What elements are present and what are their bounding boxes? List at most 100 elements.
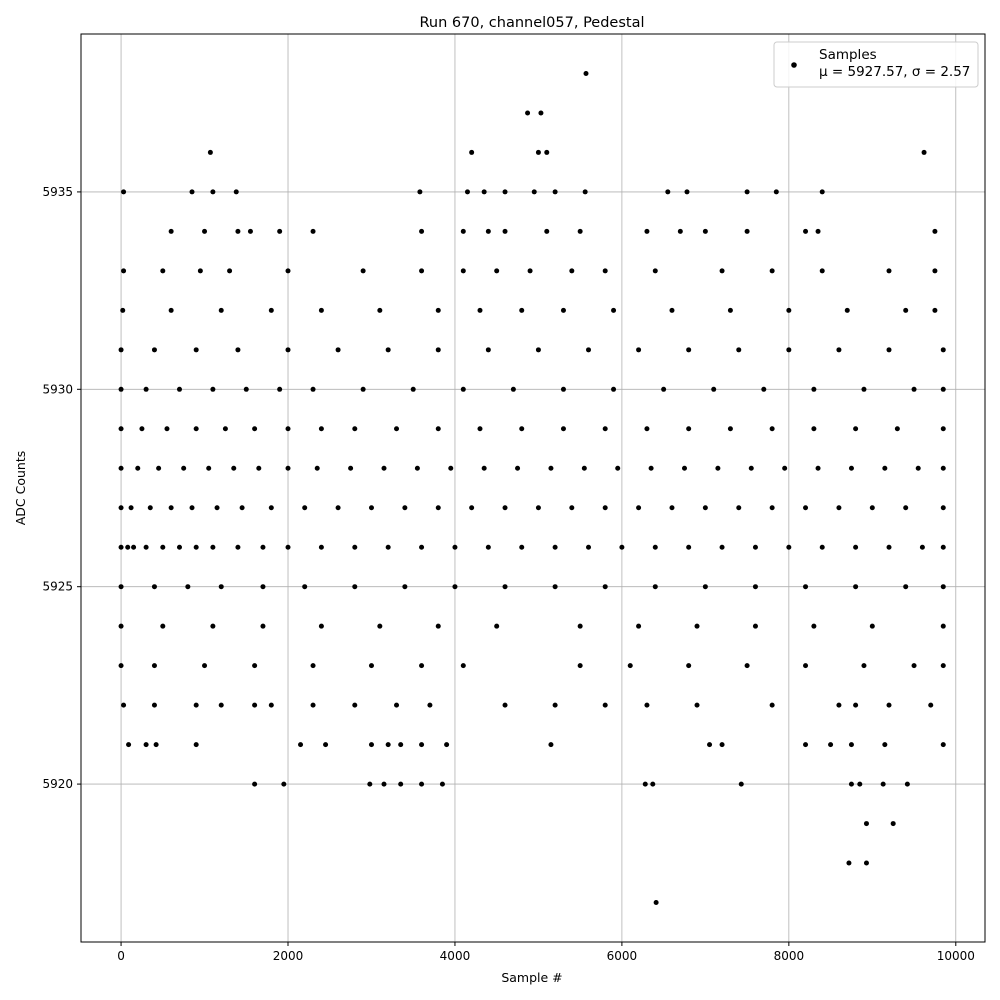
data-point bbox=[502, 584, 508, 590]
data-point bbox=[715, 465, 721, 471]
data-point bbox=[919, 544, 925, 550]
data-point bbox=[214, 505, 220, 511]
data-point bbox=[368, 663, 374, 669]
data-point bbox=[368, 742, 374, 748]
data-point bbox=[653, 900, 659, 906]
data-point bbox=[256, 465, 262, 471]
data-point bbox=[886, 702, 892, 708]
data-point bbox=[435, 623, 441, 629]
data-point bbox=[940, 742, 946, 748]
data-point bbox=[886, 268, 892, 274]
data-point bbox=[569, 505, 575, 511]
data-point bbox=[744, 228, 750, 234]
data-point bbox=[652, 584, 658, 590]
data-point bbox=[502, 505, 508, 511]
data-point bbox=[477, 307, 483, 313]
data-point bbox=[694, 623, 700, 629]
data-point bbox=[836, 702, 842, 708]
data-point bbox=[882, 465, 888, 471]
data-point bbox=[419, 544, 425, 550]
data-point bbox=[435, 505, 441, 511]
data-point bbox=[602, 584, 608, 590]
data-point bbox=[669, 307, 675, 313]
y-tick-label: 5925 bbox=[42, 580, 73, 594]
data-point bbox=[903, 307, 909, 313]
data-point bbox=[911, 663, 917, 669]
data-point bbox=[940, 623, 946, 629]
data-point bbox=[519, 307, 525, 313]
legend-series-name: Samples bbox=[819, 47, 877, 63]
data-point bbox=[648, 465, 654, 471]
data-point bbox=[233, 189, 239, 195]
data-point bbox=[940, 465, 946, 471]
data-point bbox=[903, 584, 909, 590]
data-point bbox=[121, 189, 127, 195]
data-point bbox=[481, 189, 487, 195]
data-point bbox=[118, 386, 124, 392]
data-point bbox=[417, 189, 423, 195]
data-point bbox=[435, 307, 441, 313]
data-point bbox=[853, 702, 859, 708]
data-point bbox=[367, 781, 373, 787]
data-point bbox=[202, 228, 208, 234]
data-point bbox=[368, 505, 374, 511]
data-point bbox=[252, 781, 258, 787]
data-point bbox=[744, 663, 750, 669]
data-point bbox=[803, 663, 809, 669]
data-point bbox=[243, 386, 249, 392]
data-point bbox=[803, 584, 809, 590]
data-point bbox=[469, 149, 475, 155]
data-point bbox=[853, 544, 859, 550]
data-point bbox=[335, 347, 341, 353]
data-point bbox=[268, 505, 274, 511]
data-point bbox=[861, 663, 867, 669]
data-point bbox=[485, 347, 491, 353]
data-point bbox=[815, 228, 821, 234]
data-point bbox=[719, 742, 725, 748]
data-point bbox=[815, 465, 821, 471]
data-point bbox=[880, 781, 886, 787]
data-point bbox=[940, 505, 946, 511]
data-point bbox=[736, 505, 742, 511]
data-point bbox=[602, 268, 608, 274]
data-point bbox=[147, 505, 153, 511]
data-point bbox=[419, 663, 425, 669]
data-point bbox=[636, 347, 642, 353]
data-point bbox=[932, 228, 938, 234]
data-point bbox=[189, 505, 195, 511]
data-point bbox=[310, 702, 316, 708]
data-point bbox=[502, 702, 508, 708]
data-point bbox=[519, 544, 525, 550]
data-point bbox=[121, 268, 127, 274]
data-point bbox=[427, 702, 433, 708]
data-point bbox=[752, 623, 758, 629]
data-point bbox=[164, 426, 170, 432]
data-point bbox=[121, 702, 127, 708]
data-point bbox=[460, 386, 466, 392]
y-axis-ticks: 5920 5925 5930 5935 bbox=[42, 185, 81, 791]
data-point bbox=[627, 663, 633, 669]
data-point bbox=[302, 505, 308, 511]
data-point bbox=[650, 781, 656, 787]
data-point bbox=[527, 268, 533, 274]
data-point bbox=[525, 110, 531, 116]
data-point bbox=[153, 742, 159, 748]
data-point bbox=[535, 505, 541, 511]
data-point bbox=[819, 189, 825, 195]
data-point bbox=[560, 426, 566, 432]
data-point bbox=[846, 860, 852, 866]
data-point bbox=[702, 228, 708, 234]
data-point bbox=[586, 544, 592, 550]
data-point bbox=[218, 584, 224, 590]
y-tick-label: 5920 bbox=[42, 777, 73, 791]
data-point bbox=[143, 386, 149, 392]
data-point bbox=[419, 742, 425, 748]
data-point bbox=[577, 663, 583, 669]
data-point bbox=[577, 228, 583, 234]
data-point bbox=[222, 426, 228, 432]
data-point bbox=[285, 544, 291, 550]
data-point bbox=[160, 623, 166, 629]
data-point bbox=[202, 663, 208, 669]
data-point bbox=[727, 307, 733, 313]
data-point bbox=[661, 386, 667, 392]
